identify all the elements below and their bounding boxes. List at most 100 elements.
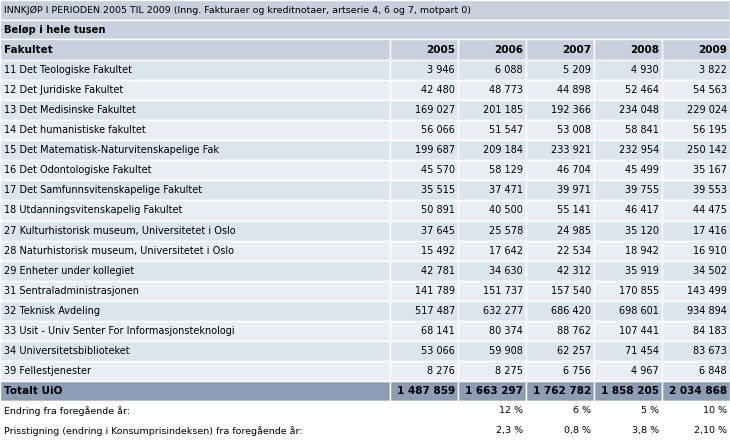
Text: 48 773: 48 773 bbox=[489, 85, 523, 95]
Bar bbox=[662, 220, 730, 240]
Bar bbox=[0, 80, 390, 100]
Bar bbox=[662, 80, 730, 100]
Bar bbox=[390, 80, 458, 100]
Text: 88 762: 88 762 bbox=[557, 326, 591, 336]
Text: 39 755: 39 755 bbox=[625, 185, 659, 195]
Bar bbox=[390, 261, 458, 280]
Bar bbox=[458, 60, 526, 80]
Bar bbox=[662, 321, 730, 341]
Bar bbox=[662, 280, 730, 301]
Bar bbox=[526, 201, 594, 220]
Text: 56 066: 56 066 bbox=[421, 125, 455, 135]
Bar bbox=[0, 39, 390, 60]
Bar bbox=[594, 140, 662, 161]
Text: 0,8 %: 0,8 % bbox=[564, 426, 591, 435]
Text: 51 547: 51 547 bbox=[489, 125, 523, 135]
Bar bbox=[594, 201, 662, 220]
Bar bbox=[594, 161, 662, 180]
Bar bbox=[662, 100, 730, 120]
Text: 12 Det Juridiske Fakultet: 12 Det Juridiske Fakultet bbox=[4, 85, 123, 95]
Text: 6 848: 6 848 bbox=[699, 366, 727, 376]
Text: 32 Teknisk Avdeling: 32 Teknisk Avdeling bbox=[4, 306, 100, 316]
Text: 5 %: 5 % bbox=[641, 407, 659, 415]
Text: 58 841: 58 841 bbox=[625, 125, 659, 135]
Text: 46 417: 46 417 bbox=[625, 206, 659, 216]
Bar bbox=[662, 180, 730, 201]
Text: 53 066: 53 066 bbox=[421, 346, 455, 356]
Bar bbox=[458, 80, 526, 100]
Text: 80 374: 80 374 bbox=[489, 326, 523, 336]
Text: 3 946: 3 946 bbox=[427, 65, 455, 75]
Bar bbox=[0, 401, 390, 421]
Bar bbox=[0, 341, 390, 361]
Bar bbox=[0, 120, 390, 140]
Bar bbox=[390, 361, 458, 381]
Text: 199 687: 199 687 bbox=[415, 146, 455, 155]
Bar bbox=[0, 301, 390, 321]
Text: 39 971: 39 971 bbox=[557, 185, 591, 195]
Bar bbox=[526, 421, 594, 441]
Text: 39 Fellestjenester: 39 Fellestjenester bbox=[4, 366, 91, 376]
Text: 6 088: 6 088 bbox=[496, 65, 523, 75]
Text: 3,8 %: 3,8 % bbox=[632, 426, 659, 435]
Text: 34 502: 34 502 bbox=[693, 265, 727, 276]
Text: 44 475: 44 475 bbox=[693, 206, 727, 216]
Bar bbox=[390, 201, 458, 220]
Text: 8 276: 8 276 bbox=[427, 366, 455, 376]
Text: 13 Det Medisinske Fakultet: 13 Det Medisinske Fakultet bbox=[4, 105, 136, 115]
Bar bbox=[526, 301, 594, 321]
Bar bbox=[526, 60, 594, 80]
Bar bbox=[594, 60, 662, 80]
Bar bbox=[526, 120, 594, 140]
Bar bbox=[662, 39, 730, 60]
Bar bbox=[458, 180, 526, 201]
Bar bbox=[390, 240, 458, 261]
Text: 15 492: 15 492 bbox=[421, 246, 455, 256]
Text: Fakultet: Fakultet bbox=[4, 45, 53, 55]
Bar bbox=[0, 180, 390, 201]
Bar bbox=[662, 140, 730, 161]
Text: 686 420: 686 420 bbox=[551, 306, 591, 316]
Bar bbox=[594, 261, 662, 280]
Text: 1 762 782: 1 762 782 bbox=[533, 386, 591, 396]
Text: 22 534: 22 534 bbox=[557, 246, 591, 256]
Text: Endring fra foregående år:: Endring fra foregående år: bbox=[4, 406, 130, 416]
Text: 17 416: 17 416 bbox=[693, 225, 727, 235]
Text: 1 663 297: 1 663 297 bbox=[465, 386, 523, 396]
Text: INNKJØP I PERIODEN 2005 TIL 2009 (Inng. Fakturaer og kreditnotaer, artserie 4, 6: INNKJØP I PERIODEN 2005 TIL 2009 (Inng. … bbox=[4, 5, 471, 15]
Text: 37 645: 37 645 bbox=[421, 225, 455, 235]
Text: 45 570: 45 570 bbox=[421, 165, 455, 176]
Text: 54 563: 54 563 bbox=[693, 85, 727, 95]
Bar bbox=[662, 341, 730, 361]
Text: 632 277: 632 277 bbox=[483, 306, 523, 316]
Text: 29 Enheter under kollegiet: 29 Enheter under kollegiet bbox=[4, 265, 134, 276]
Bar bbox=[458, 240, 526, 261]
Text: 4 967: 4 967 bbox=[631, 366, 659, 376]
Text: 17 Det Samfunnsvitenskapelige Fakultet: 17 Det Samfunnsvitenskapelige Fakultet bbox=[4, 185, 202, 195]
Bar bbox=[390, 161, 458, 180]
Bar bbox=[390, 401, 458, 421]
Bar bbox=[458, 220, 526, 240]
Bar bbox=[526, 180, 594, 201]
Bar bbox=[458, 401, 526, 421]
Bar bbox=[594, 180, 662, 201]
Text: 56 195: 56 195 bbox=[693, 125, 727, 135]
Text: 233 921: 233 921 bbox=[551, 146, 591, 155]
Text: 50 891: 50 891 bbox=[421, 206, 455, 216]
Bar bbox=[594, 341, 662, 361]
Bar bbox=[526, 321, 594, 341]
Bar bbox=[662, 161, 730, 180]
Bar bbox=[458, 120, 526, 140]
Text: 11 Det Teologiske Fakultet: 11 Det Teologiske Fakultet bbox=[4, 65, 132, 75]
Bar bbox=[662, 301, 730, 321]
Text: 232 954: 232 954 bbox=[619, 146, 659, 155]
Bar bbox=[526, 280, 594, 301]
Text: 170 855: 170 855 bbox=[619, 286, 659, 295]
Text: 107 441: 107 441 bbox=[619, 326, 659, 336]
Bar bbox=[526, 220, 594, 240]
Bar bbox=[458, 161, 526, 180]
Bar bbox=[458, 39, 526, 60]
Bar bbox=[594, 220, 662, 240]
Text: 151 737: 151 737 bbox=[483, 286, 523, 295]
Bar bbox=[458, 421, 526, 441]
